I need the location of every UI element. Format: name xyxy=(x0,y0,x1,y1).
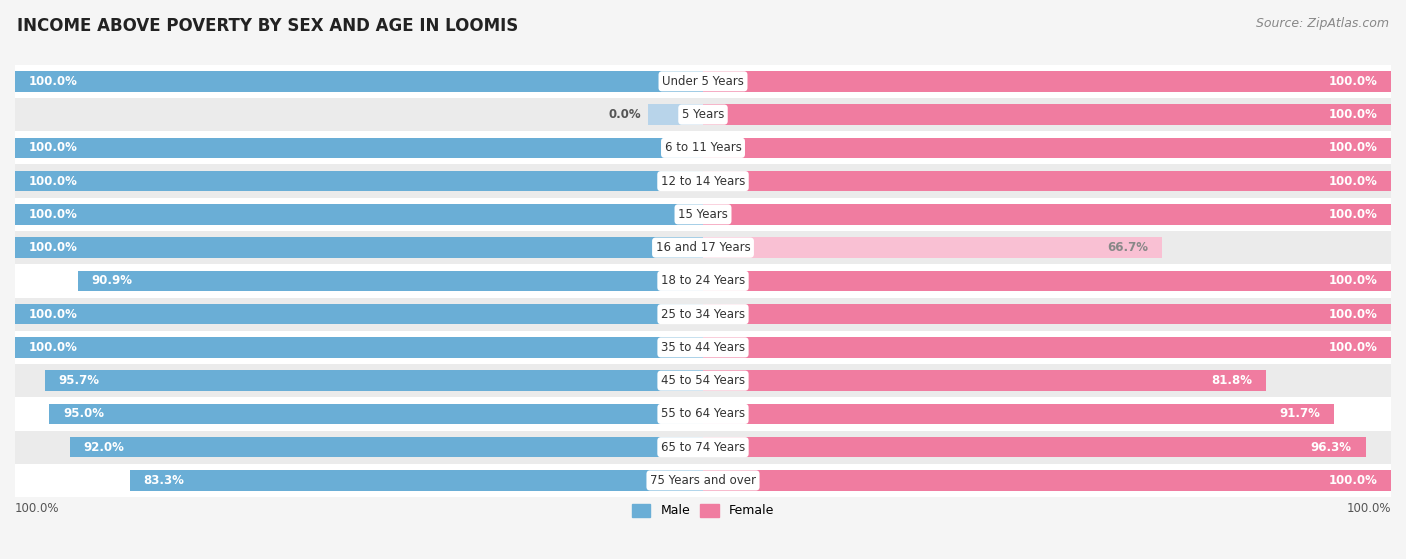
Text: 81.8%: 81.8% xyxy=(1211,374,1251,387)
Bar xyxy=(703,337,1391,358)
Bar xyxy=(648,105,703,125)
Text: 100.0%: 100.0% xyxy=(28,307,77,321)
Text: 96.3%: 96.3% xyxy=(1310,440,1351,454)
Bar xyxy=(15,164,1391,198)
Text: Under 5 Years: Under 5 Years xyxy=(662,75,744,88)
Text: 95.7%: 95.7% xyxy=(58,374,100,387)
Text: 100.0%: 100.0% xyxy=(28,208,77,221)
Text: 18 to 24 Years: 18 to 24 Years xyxy=(661,274,745,287)
Text: 100.0%: 100.0% xyxy=(1329,307,1378,321)
Text: 25 to 34 Years: 25 to 34 Years xyxy=(661,307,745,321)
Bar xyxy=(15,231,1391,264)
Bar xyxy=(15,264,1391,297)
Text: 15 Years: 15 Years xyxy=(678,208,728,221)
Bar xyxy=(703,138,1391,158)
Bar xyxy=(49,404,703,424)
Bar xyxy=(70,437,703,457)
Bar xyxy=(45,371,703,391)
Bar xyxy=(15,430,1391,464)
Bar xyxy=(703,304,1391,324)
Text: 100.0%: 100.0% xyxy=(28,75,77,88)
Text: 0.0%: 0.0% xyxy=(609,108,641,121)
Bar xyxy=(15,71,703,92)
Text: 100.0%: 100.0% xyxy=(28,341,77,354)
Legend: Male, Female: Male, Female xyxy=(627,499,779,522)
Text: 5 Years: 5 Years xyxy=(682,108,724,121)
Bar xyxy=(703,437,1365,457)
Text: 100.0%: 100.0% xyxy=(1329,208,1378,221)
Text: Source: ZipAtlas.com: Source: ZipAtlas.com xyxy=(1256,17,1389,30)
Text: 91.7%: 91.7% xyxy=(1279,408,1320,420)
Bar xyxy=(703,105,1391,125)
Text: 55 to 64 Years: 55 to 64 Years xyxy=(661,408,745,420)
Bar xyxy=(15,198,1391,231)
Bar xyxy=(15,204,703,225)
Bar xyxy=(703,204,1391,225)
Bar xyxy=(703,171,1391,191)
Text: 100.0%: 100.0% xyxy=(28,174,77,188)
Text: 83.3%: 83.3% xyxy=(143,474,184,487)
Bar xyxy=(15,131,1391,164)
Bar xyxy=(15,238,703,258)
Bar xyxy=(703,371,1265,391)
Bar xyxy=(703,470,1391,491)
Text: 100.0%: 100.0% xyxy=(1347,502,1391,515)
Text: INCOME ABOVE POVERTY BY SEX AND AGE IN LOOMIS: INCOME ABOVE POVERTY BY SEX AND AGE IN L… xyxy=(17,17,519,35)
Bar xyxy=(703,404,1334,424)
Text: 75 Years and over: 75 Years and over xyxy=(650,474,756,487)
Text: 100.0%: 100.0% xyxy=(28,141,77,154)
Text: 100.0%: 100.0% xyxy=(1329,341,1378,354)
Bar xyxy=(15,138,703,158)
Text: 12 to 14 Years: 12 to 14 Years xyxy=(661,174,745,188)
Text: 45 to 54 Years: 45 to 54 Years xyxy=(661,374,745,387)
Bar xyxy=(15,297,1391,331)
Text: 100.0%: 100.0% xyxy=(1329,141,1378,154)
Bar xyxy=(15,171,703,191)
Text: 100.0%: 100.0% xyxy=(28,241,77,254)
Text: 100.0%: 100.0% xyxy=(15,502,59,515)
Bar xyxy=(15,397,1391,430)
Bar xyxy=(15,464,1391,497)
Text: 65 to 74 Years: 65 to 74 Years xyxy=(661,440,745,454)
Bar xyxy=(15,331,1391,364)
Bar xyxy=(15,304,703,324)
Bar xyxy=(703,71,1391,92)
Text: 92.0%: 92.0% xyxy=(84,440,125,454)
Bar xyxy=(77,271,703,291)
Text: 100.0%: 100.0% xyxy=(1329,108,1378,121)
Text: 90.9%: 90.9% xyxy=(91,274,132,287)
Text: 100.0%: 100.0% xyxy=(1329,274,1378,287)
Text: 6 to 11 Years: 6 to 11 Years xyxy=(665,141,741,154)
Bar xyxy=(15,364,1391,397)
Text: 100.0%: 100.0% xyxy=(1329,474,1378,487)
Text: 16 and 17 Years: 16 and 17 Years xyxy=(655,241,751,254)
Text: 95.0%: 95.0% xyxy=(63,408,104,420)
Text: 100.0%: 100.0% xyxy=(1329,75,1378,88)
Text: 35 to 44 Years: 35 to 44 Years xyxy=(661,341,745,354)
Bar xyxy=(15,98,1391,131)
Bar xyxy=(703,271,1391,291)
Text: 100.0%: 100.0% xyxy=(1329,174,1378,188)
Bar xyxy=(15,65,1391,98)
Bar xyxy=(15,337,703,358)
Text: 66.7%: 66.7% xyxy=(1107,241,1149,254)
Bar xyxy=(129,470,703,491)
Bar xyxy=(703,238,1161,258)
